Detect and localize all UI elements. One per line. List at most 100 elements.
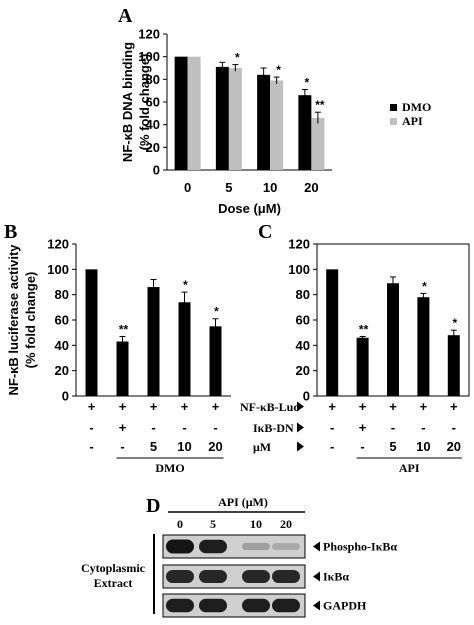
- panel-b-row-value: +: [88, 399, 96, 414]
- panel-c-row-value: +: [420, 399, 428, 414]
- panel-b-y-axis-title-line: NF-κB luciferase activity: [6, 244, 21, 396]
- panel-b-row-value: -: [151, 420, 155, 435]
- blot-band: [242, 542, 270, 551]
- treatment-row-labels: NF-κB-Luc IκB-DN μM: [240, 400, 304, 454]
- panel-c-row-value: +: [389, 399, 397, 414]
- panel-a-x-tick-label: 10: [263, 180, 277, 195]
- panel-c-row-value: 5: [389, 439, 396, 454]
- panel-letter-d: D: [146, 495, 160, 517]
- panel-c-row-value: -: [330, 420, 334, 435]
- panel-c-row-value: +: [359, 399, 367, 414]
- panel-b-y-tick-label: 100: [47, 262, 69, 277]
- blot-lane-label: 0: [177, 517, 183, 531]
- panel-b-bar: [116, 341, 129, 396]
- panel-d-western-blot: API (μM) 0 5 10 20 Cytoplasmic Extract Phospho-…: [81, 495, 397, 618]
- panel-c-row-value: -: [391, 420, 395, 435]
- blot-side-label-line: Extract: [94, 576, 133, 590]
- panel-c-y-tick-label: 40: [296, 338, 310, 353]
- panel-a-legend-label: DMO: [402, 100, 431, 114]
- blot-side-label-line: Cytoplasmic: [81, 561, 146, 575]
- panel-b-row-value: 20: [208, 439, 222, 454]
- panel-c-chart: 0 20 40 60 80 100 120 + - - ** + + - + - 5 * + - 10 * + - 20 API: [288, 237, 470, 475]
- panel-c-y-tick-label: 120: [288, 237, 310, 252]
- panel-a-y-tick-label: 0: [153, 163, 160, 178]
- blot-band: [272, 543, 300, 550]
- panel-c-row-value: +: [328, 399, 336, 414]
- blot-arrow-icon: [313, 600, 320, 611]
- panel-b-y-tick-label: 60: [55, 313, 69, 328]
- panel-b-significance-label: *: [183, 278, 188, 292]
- panel-a-y-tick-label: 120: [138, 27, 160, 42]
- panel-a-x-tick-label: 0: [184, 180, 191, 195]
- blot-row-label: Phospho-IκBα: [323, 540, 397, 554]
- panel-c-bar: [326, 269, 339, 396]
- panel-a-y-axis-title-line: (% fold change): [137, 54, 152, 151]
- panel-b-row-value: 10: [177, 439, 191, 454]
- panel-c-y-tick-label: 20: [296, 363, 310, 378]
- panel-c-row-value: +: [450, 399, 458, 414]
- panel-b-y-axis-title-line: (% fold change): [23, 272, 38, 369]
- blot-band: [199, 539, 227, 554]
- panel-c-y-tick-label: 60: [296, 313, 310, 328]
- blot-arrow-icon: [313, 541, 320, 552]
- blot-lane-label: 20: [280, 517, 292, 531]
- blot-band: [166, 598, 194, 613]
- panel-a-y-tick-label: 20: [146, 140, 160, 155]
- panel-b-bar: [209, 326, 222, 396]
- panel-a-x-tick-label: 20: [304, 180, 318, 195]
- panel-c-row-value: +: [359, 420, 367, 435]
- panel-a-bar-dmo: [257, 74, 271, 170]
- panel-b-row-value: -: [213, 420, 217, 435]
- panel-b-row-value: +: [181, 399, 189, 414]
- panel-b-group-label: DMO: [155, 461, 184, 475]
- blot-strip: [162, 534, 306, 559]
- panel-c-row-value: -: [421, 420, 425, 435]
- panel-a-y-axis-title-line: NF-κB DNA binding: [120, 42, 135, 162]
- panel-c-row-value: 10: [416, 439, 430, 454]
- panel-b-row-value: +: [119, 399, 127, 414]
- panel-b-y-tick-label: 80: [55, 287, 69, 302]
- panel-b-row-value: -: [89, 439, 93, 454]
- panel-a-y-tick-label: 80: [146, 72, 160, 87]
- panel-a-x-axis-title: Dose (μM): [218, 201, 281, 216]
- panel-a-y-tick-label: 60: [146, 95, 160, 110]
- panel-b-row-value: -: [120, 439, 124, 454]
- panel-letters: A B C D: [4, 5, 272, 517]
- panel-a-bar-api: [270, 80, 284, 170]
- blot-band: [199, 569, 227, 584]
- panel-c-significance-label: *: [422, 279, 427, 293]
- panel-b-bar: [147, 287, 160, 396]
- panel-c-y-tick-label: 80: [296, 287, 310, 302]
- panel-b-row-value: -: [182, 420, 186, 435]
- blot-band: [272, 598, 300, 613]
- panel-a-bar-api: [228, 68, 242, 170]
- panel-c-y-tick-label: 0: [303, 389, 310, 404]
- blot-strip: [162, 593, 306, 618]
- blot-side-label: Cytoplasmic Extract: [81, 561, 146, 590]
- panel-b-significance-label: **: [119, 322, 129, 336]
- row-arrow-icon: [297, 441, 304, 452]
- blot-row-label: IκBα: [323, 570, 349, 584]
- panel-b-significance-label: *: [214, 305, 219, 319]
- panel-a-significance-label: *: [235, 51, 240, 65]
- panel-b-row-value: +: [119, 420, 127, 435]
- panel-b-y-tick-label: 40: [55, 338, 69, 353]
- panel-b-y-tick-label: 0: [62, 389, 69, 404]
- panel-letter-b: B: [4, 221, 17, 243]
- blot-lane-label: 5: [210, 517, 216, 531]
- panel-c-row-value: 20: [447, 439, 461, 454]
- panel-a-bar-dmo: [174, 56, 188, 170]
- panel-c-significance-label: *: [452, 316, 457, 330]
- panel-c-row-value: -: [360, 439, 364, 454]
- blot-header: API (μM): [218, 495, 268, 509]
- panel-a-bar-dmo: [215, 66, 229, 170]
- panel-c-group-label: API: [399, 461, 420, 475]
- blot-band: [166, 539, 194, 554]
- panel-a-bar-api: [187, 56, 201, 170]
- panel-c-bar: [356, 337, 369, 396]
- blot-band: [199, 598, 227, 613]
- panel-b-y-axis-title: NF-κB luciferase activity (% fold change): [6, 244, 38, 396]
- blot-band: [272, 569, 300, 584]
- blot-lane-label: 10: [250, 517, 262, 531]
